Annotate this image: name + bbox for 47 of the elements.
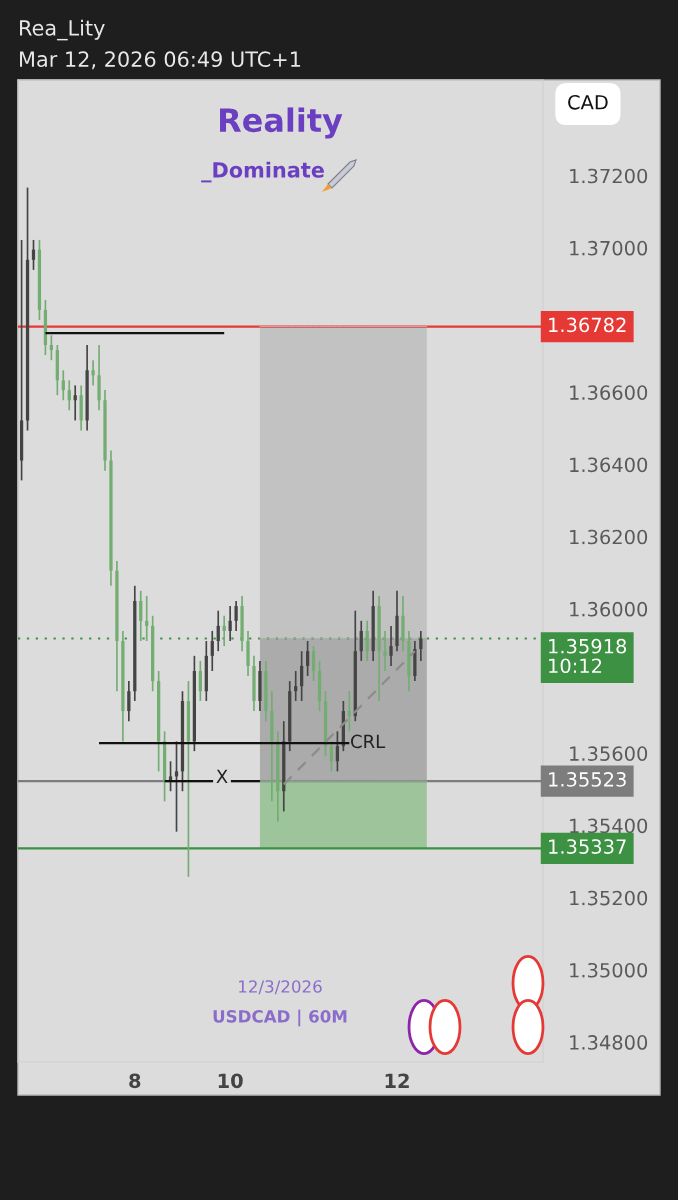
y-tick-label: 1.35200: [570, 890, 648, 906]
y-tick-label: 1.37000: [570, 240, 648, 256]
candlestick: [67, 379, 71, 412]
candlestick: [31, 239, 36, 271]
text: Rea_Lity: [20, 19, 105, 41]
y-tick-label: 1.35400: [570, 818, 648, 834]
candlestick: [234, 600, 238, 632]
annotation: CRL: [351, 734, 386, 749]
candlestick: [305, 640, 310, 677]
y-tick-label: 1.36600: [570, 385, 648, 400]
candlestick: [329, 740, 334, 773]
candlestick: [216, 609, 220, 652]
candlestick: [389, 625, 393, 667]
ref-line-label: 1.35523: [549, 772, 626, 787]
candlestick: [127, 680, 131, 723]
candlestick: [359, 619, 363, 662]
y-tick-label: 1.36200: [570, 529, 648, 545]
annotation: 12/3/2026: [239, 980, 322, 995]
candlestick: [365, 619, 369, 662]
x-tick-label: 10: [218, 1073, 243, 1089]
x-tick-label: 8: [129, 1073, 141, 1089]
candlestick: [228, 605, 232, 642]
x-tick-label: 12: [385, 1073, 409, 1088]
ref-line-label: 1.35918 10:12: [549, 638, 627, 674]
candlestick: [335, 730, 340, 773]
candlestick: [383, 630, 387, 672]
y-tick-label: 1.36000: [570, 601, 648, 617]
y-tick-label: 1.35600: [570, 746, 648, 761]
candlestick: [198, 660, 202, 702]
candlestick: [91, 359, 95, 387]
y-tick-label: 1.37200: [570, 168, 648, 184]
candlestick: [139, 590, 143, 642]
candlestick: [300, 650, 304, 702]
candlestick: [61, 369, 65, 402]
text: Mar 12, 2026 06:49 UTC+1: [20, 51, 301, 70]
y-tick-label: 1.34800: [570, 1035, 648, 1050]
candlestick: [210, 630, 214, 672]
y-tick-label: 1.36400: [570, 457, 648, 473]
annotation: X: [216, 769, 228, 783]
annotation: USDCAD | 60M: [213, 1009, 347, 1027]
text: _Dominate: [201, 161, 324, 183]
text: Reality: [220, 107, 343, 139]
text: CAD: [568, 94, 608, 110]
ref-line-label: 1.35337: [549, 839, 626, 854]
candlestick: [311, 645, 316, 682]
ref-line-label: 1.36782: [549, 317, 626, 333]
y-tick-label: 1.35000: [570, 962, 648, 978]
